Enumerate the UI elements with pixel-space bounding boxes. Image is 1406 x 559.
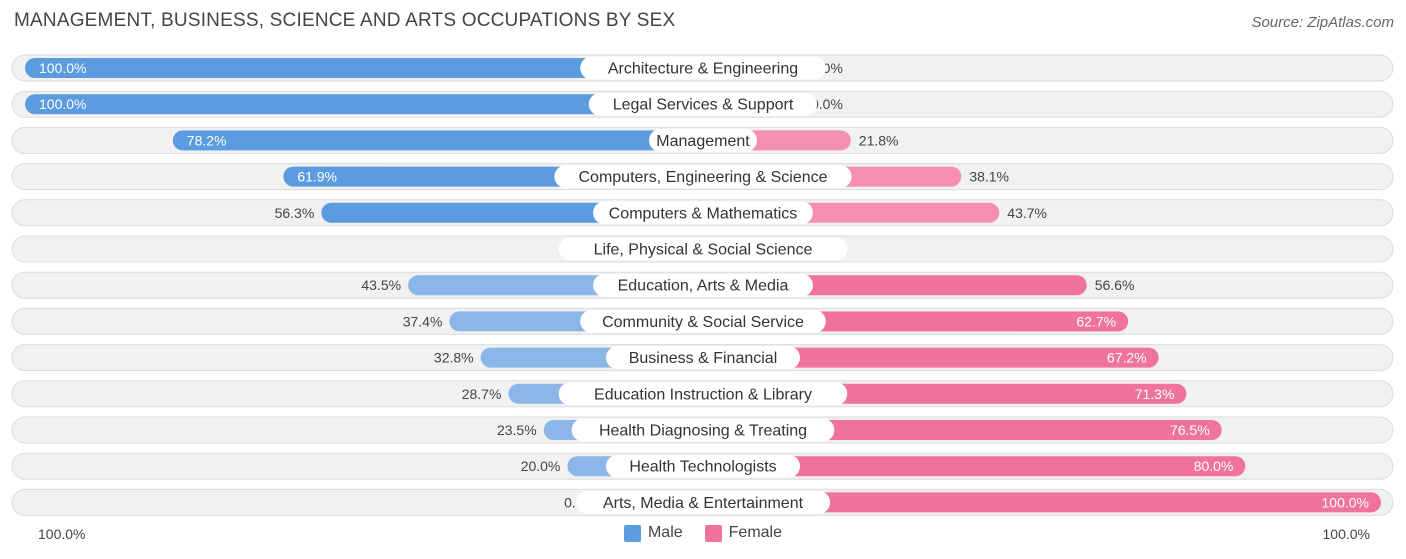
category-pill-education-arts-media — [593, 273, 813, 297]
value-label-female-health-diagnosing-treating: 76.5% — [1170, 422, 1210, 438]
value-label-male-health-diagnosing-treating: 23.5% — [497, 422, 537, 438]
category-pill-life-physical-social-science — [558, 237, 848, 261]
value-label-female-computers-engineering-science: 38.1% — [969, 169, 1009, 185]
bar-female-arts-media-entertainment — [703, 492, 1381, 513]
value-label-male-architecture-engineering: 100.0% — [39, 60, 86, 76]
value-label-male-management: 78.2% — [187, 132, 227, 148]
value-label-female-business-financial: 67.2% — [1107, 350, 1147, 366]
value-label-male-community-social-service: 37.4% — [403, 313, 443, 329]
value-label-male-education-instruction-library: 28.7% — [462, 386, 502, 402]
legend-swatch-female — [704, 524, 722, 542]
category-label-management: Management — [656, 133, 750, 150]
category-label-computers-mathematics: Computers & Mathematics — [609, 205, 798, 222]
value-label-female-management: 21.8% — [859, 132, 899, 148]
category-label-health-technologists: Health Technologists — [629, 459, 776, 476]
legend: Male Female — [0, 524, 1406, 542]
bar-female-health-technologists — [703, 456, 1246, 477]
category-pill-arts-media-entertainment — [575, 490, 831, 514]
bar-male-legal-services-support — [25, 94, 703, 115]
value-label-male-business-financial: 32.8% — [434, 350, 474, 366]
source-note: Source: ZipAtlas.com — [1251, 14, 1394, 31]
category-pill-education-instruction-library — [558, 382, 848, 406]
value-label-male-computers-engineering-science: 61.9% — [297, 169, 337, 185]
category-pill-health-diagnosing-treating — [571, 418, 835, 442]
category-pill-management — [649, 128, 757, 152]
category-label-computers-engineering-science: Computers, Engineering & Science — [578, 169, 827, 186]
bar-male-management — [172, 130, 703, 151]
category-pill-health-technologists — [606, 454, 800, 478]
chart-title: MANAGEMENT, BUSINESS, SCIENCE AND ARTS O… — [14, 10, 676, 31]
legend-swatch-male — [623, 524, 641, 542]
category-label-community-social-service: Community & Social Service — [602, 314, 804, 331]
category-label-arts-media-entertainment: Arts, Media & Entertainment — [603, 495, 804, 512]
value-label-male-computers-mathematics: 56.3% — [275, 205, 315, 221]
bar-male-architecture-engineering — [25, 58, 703, 78]
category-label-legal-services-support: Legal Services & Support — [613, 97, 794, 114]
value-label-female-education-arts-media: 56.6% — [1095, 277, 1135, 293]
bar-female-business-financial — [703, 347, 1159, 368]
category-label-business-financial: Business & Financial — [629, 350, 778, 367]
category-label-architecture-engineering: Architecture & Engineering — [608, 61, 798, 78]
category-label-life-physical-social-science: Life, Physical & Social Science — [594, 242, 813, 259]
category-pill-computers-mathematics — [593, 201, 813, 225]
category-label-health-diagnosing-treating: Health Diagnosing & Treating — [599, 423, 807, 440]
category-pill-business-financial — [606, 346, 800, 370]
legend-label-female: Female — [728, 524, 783, 541]
value-label-male-health-technologists: 20.0% — [521, 458, 561, 474]
value-label-female-community-social-service: 62.7% — [1076, 313, 1116, 329]
axis-right-label: 100.0% — [1322, 526, 1370, 542]
category-label-education-arts-media: Education, Arts & Media — [618, 278, 789, 295]
value-label-female-health-technologists: 80.0% — [1194, 458, 1234, 474]
value-label-female-legal-services-support: 0.0% — [811, 96, 843, 112]
value-label-female-education-instruction-library: 71.3% — [1135, 386, 1175, 402]
legend-label-male: Male — [647, 524, 683, 541]
bar-chart: 100.0% 0.0% Architecture & Engineering 100.… — [11, 54, 1394, 516]
axis-left-label: 100.0% — [38, 526, 86, 542]
value-label-male-legal-services-support: 100.0% — [39, 96, 86, 112]
value-label-female-arts-media-entertainment: 100.0% — [1322, 494, 1369, 510]
value-label-female-computers-mathematics: 43.7% — [1007, 205, 1047, 221]
legend-item-female: Female — [704, 524, 783, 542]
category-pill-community-social-service — [580, 309, 826, 333]
value-label-male-education-arts-media: 43.5% — [361, 277, 401, 293]
category-label-education-instruction-library: Education Instruction & Library — [594, 386, 812, 403]
category-pill-legal-services-support — [588, 92, 818, 116]
category-pill-computers-engineering-science — [554, 165, 852, 189]
legend-item-male: Male — [623, 524, 683, 542]
category-pill-architecture-engineering — [580, 56, 826, 80]
